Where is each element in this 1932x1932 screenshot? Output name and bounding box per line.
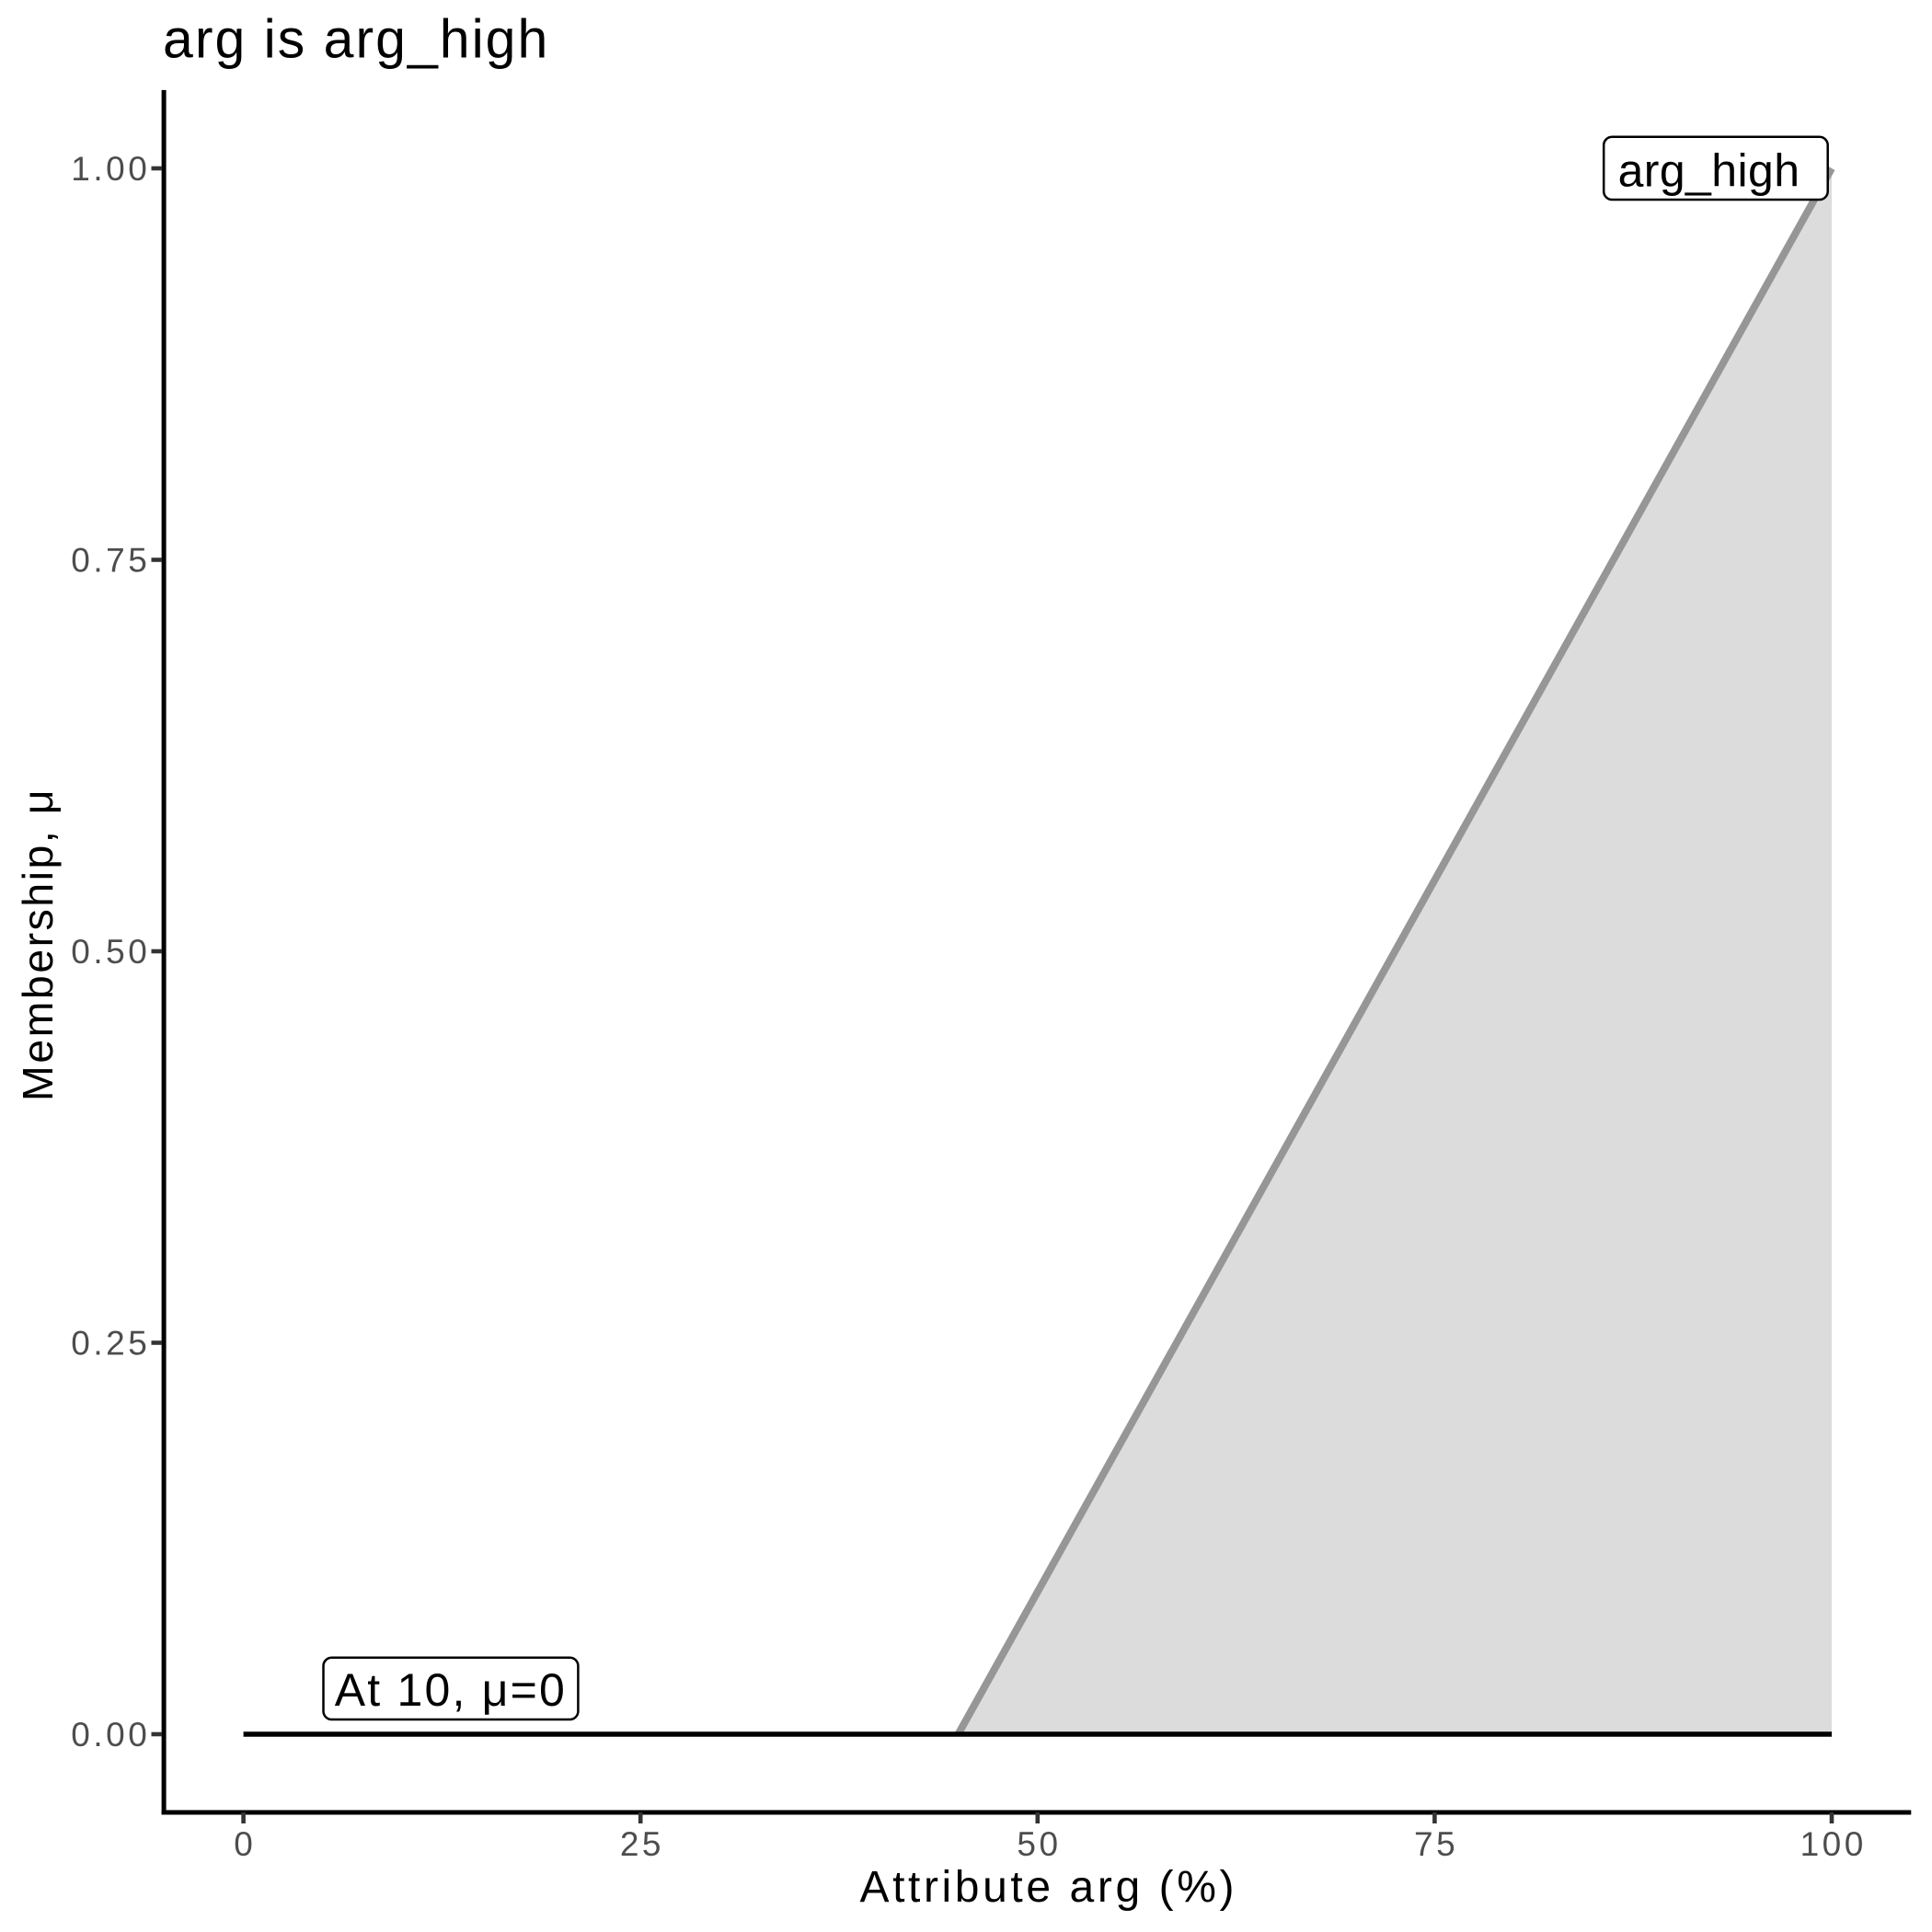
svg-text:75: 75 — [1414, 1825, 1458, 1863]
svg-text:100: 100 — [1800, 1825, 1867, 1863]
svg-text:0.00: 0.00 — [71, 1716, 150, 1754]
svg-text:0.25: 0.25 — [71, 1325, 150, 1363]
svg-text:0.50: 0.50 — [71, 933, 150, 971]
svg-text:At 10, μ=0: At 10, μ=0 — [335, 1664, 567, 1716]
svg-text:Attribute arg (%): Attribute arg (%) — [859, 1863, 1237, 1912]
svg-text:25: 25 — [620, 1825, 664, 1863]
svg-text:50: 50 — [1017, 1825, 1061, 1863]
svg-text:Membership, μ: Membership, μ — [14, 788, 62, 1101]
svg-text:1.00: 1.00 — [71, 150, 150, 188]
svg-text:0.75: 0.75 — [71, 542, 150, 580]
svg-text:arg is arg_high: arg is arg_high — [163, 9, 549, 70]
svg-text:0: 0 — [234, 1825, 256, 1863]
svg-text:arg_high: arg_high — [1618, 145, 1800, 197]
